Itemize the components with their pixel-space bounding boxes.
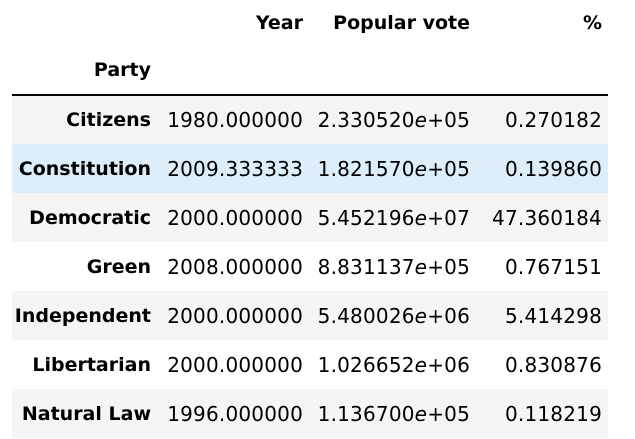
table-header: Year Popular vote % Party	[12, 0, 608, 95]
cell-year: 2000.000000	[167, 303, 303, 328]
cell-popular-vote: 1.136700e+05	[309, 389, 476, 438]
vote-exponent-marker: e	[414, 205, 428, 230]
vote-exponent-marker: e	[414, 156, 428, 181]
index-name-row: Party	[12, 46, 608, 95]
vote-exponent: +05	[427, 401, 470, 426]
cell-popular-vote: 5.480026e+06	[309, 291, 476, 340]
column-header-popular-vote: Popular vote	[333, 12, 470, 34]
column-header-percent: %	[582, 12, 602, 34]
vote-exponent: +07	[427, 205, 470, 230]
row-party-label: Natural Law	[21, 402, 151, 425]
vote-mantissa: 5.452196	[317, 205, 415, 230]
row-party-label: Libertarian	[32, 353, 151, 376]
row-party-label: Democratic	[29, 206, 151, 229]
table-row[interactable]: Libertarian 2000.000000 1.026652e+06 0.8308…	[12, 340, 608, 389]
table-row[interactable]: Natural Law 1996.000000 1.136700e+05 0.1182…	[12, 389, 608, 438]
row-party-label: Citizens	[66, 109, 151, 131]
cell-popular-vote: 8.831137e+05	[309, 242, 476, 291]
vote-exponent: +05	[427, 108, 470, 132]
vote-mantissa: 5.480026	[317, 303, 415, 328]
cell-popular-vote: 2.330520e+05	[309, 95, 476, 144]
vote-exponent: +06	[427, 303, 470, 328]
index-row-spacer	[309, 46, 476, 95]
cell-year: 2009.333333	[167, 156, 303, 181]
cell-percent: 0.830876	[504, 352, 602, 377]
index-row-spacer	[157, 46, 309, 95]
vote-mantissa: 2.330520	[317, 108, 415, 132]
cell-year: 1996.000000	[167, 401, 303, 426]
column-header-year: Year	[255, 12, 303, 34]
row-party-label: Constitution	[18, 157, 151, 180]
vote-mantissa: 8.831137	[317, 254, 415, 279]
vote-mantissa: 1.821570	[317, 156, 415, 181]
index-corner-cell	[12, 0, 157, 46]
index-name-header: Party	[93, 59, 151, 81]
cell-percent: 0.270182	[504, 108, 602, 132]
vote-exponent: +05	[427, 156, 470, 181]
index-row-spacer	[476, 46, 608, 95]
vote-exponent-marker: e	[414, 108, 428, 132]
vote-exponent-marker: e	[414, 254, 428, 279]
cell-year: 1980.000000	[167, 108, 303, 132]
party-votes-table: Year Popular vote % Party Citizens 1980.0…	[12, 0, 608, 438]
cell-percent: 5.414298	[504, 303, 602, 328]
vote-exponent-marker: e	[414, 303, 428, 328]
table-body: Citizens 1980.000000 2.330520e+05 0.270182 C…	[12, 95, 608, 438]
table-row[interactable]: Democratic 2000.000000 5.452196e+07 47.3601…	[12, 193, 608, 242]
vote-mantissa: 1.026652	[317, 352, 415, 377]
cell-year: 2000.000000	[167, 205, 303, 230]
cell-percent: 0.118219	[504, 401, 602, 426]
table-row[interactable]: Green 2008.000000 8.831137e+05 0.767151	[12, 242, 608, 291]
cell-percent: 47.360184	[492, 205, 602, 230]
table-row[interactable]: Constitution 2009.333333 1.821570e+05 0.139…	[12, 144, 608, 193]
row-party-label: Independent	[14, 304, 151, 327]
vote-exponent: +06	[427, 352, 470, 377]
column-header-row: Year Popular vote %	[12, 0, 608, 46]
cell-popular-vote: 1.821570e+05	[309, 144, 476, 193]
cell-percent: 0.139860	[504, 156, 602, 181]
vote-mantissa: 1.136700	[317, 401, 415, 426]
vote-exponent-marker: e	[414, 352, 428, 377]
cell-percent: 0.767151	[504, 254, 602, 279]
vote-exponent-marker: e	[414, 401, 428, 426]
table-row[interactable]: Citizens 1980.000000 2.330520e+05 0.270182	[12, 95, 608, 144]
vote-exponent: +05	[427, 254, 470, 279]
cell-year: 2008.000000	[167, 254, 303, 279]
cell-popular-vote: 1.026652e+06	[309, 340, 476, 389]
row-party-label: Green	[86, 255, 151, 278]
cell-popular-vote: 5.452196e+07	[309, 193, 476, 242]
table-row[interactable]: Independent 2000.000000 5.480026e+06 5.4142…	[12, 291, 608, 340]
cell-year: 2000.000000	[167, 352, 303, 377]
